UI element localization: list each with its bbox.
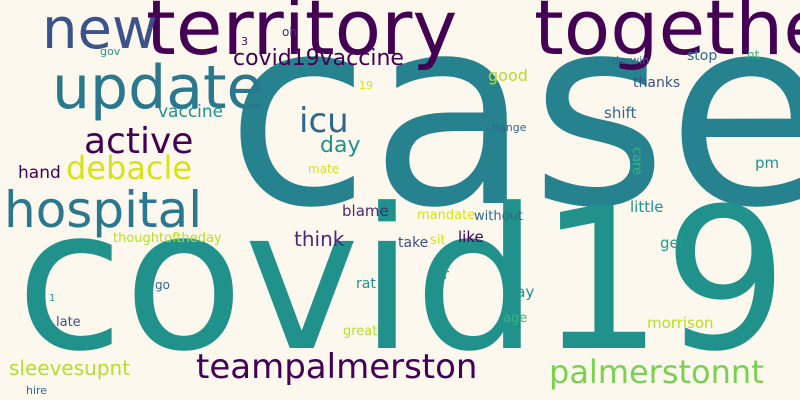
word-mandate: mandate	[417, 208, 476, 223]
word-stop: stop	[687, 48, 718, 64]
word-late: late	[56, 315, 81, 330]
word-new: new	[42, 0, 158, 62]
word-thoughtoftheday: thoughtoftheday	[113, 231, 222, 246]
word-car: car	[427, 267, 450, 283]
word-pm: pm	[755, 154, 780, 172]
word-day: day	[320, 133, 361, 158]
word-hospital: hospital	[4, 181, 203, 239]
word-update: update	[52, 53, 264, 123]
word-territory: territory	[146, 0, 458, 72]
word-mate: mate	[308, 162, 340, 176]
word-age: age	[503, 311, 528, 326]
word-care: care	[629, 147, 644, 176]
word-little: little	[630, 198, 664, 216]
word-get: get	[660, 234, 685, 252]
word-take: take	[398, 235, 429, 251]
word-hand: hand	[18, 163, 61, 183]
word-morrison: morrison	[647, 314, 714, 332]
word-icu: icu	[299, 101, 349, 141]
word-sleevesupnt: sleevesupnt	[9, 356, 131, 380]
word-one: 1	[49, 293, 56, 304]
word-like: like	[458, 228, 484, 246]
word-teampalmerston: teampalmerston	[196, 347, 478, 387]
word-together: together	[534, 0, 800, 72]
word-good: good	[488, 66, 528, 85]
word-three: 3	[241, 35, 248, 48]
word-nineteen: 19	[359, 79, 373, 92]
word-covid19: covid19	[16, 167, 788, 395]
word-thanks: thanks	[633, 75, 681, 91]
word-darwin: darwin	[612, 54, 650, 67]
word-think: think	[294, 227, 345, 251]
word-oh: oh	[282, 25, 297, 39]
word-blame: blame	[342, 202, 389, 220]
word-go: go	[155, 278, 170, 292]
word-great: great	[343, 324, 378, 339]
word-hire: hire	[26, 384, 48, 397]
word-sit: sit	[430, 233, 446, 248]
word-vaccine: vaccine	[158, 102, 224, 122]
word-gov: gov	[100, 45, 121, 58]
word-palmerstonnt: palmerstonnt	[549, 353, 764, 391]
word-shift: shift	[604, 104, 637, 122]
word-rat: rat	[356, 276, 376, 292]
word-active: active	[84, 121, 194, 162]
word-without: without	[474, 209, 523, 224]
word-change: change	[486, 121, 527, 134]
word-case: case	[226, 0, 800, 265]
word-nt: nt	[747, 48, 760, 62]
word-debacle: debacle	[66, 149, 193, 187]
word-way: way	[504, 283, 535, 301]
word-covid19vaccine: covid19vaccine	[233, 46, 404, 71]
